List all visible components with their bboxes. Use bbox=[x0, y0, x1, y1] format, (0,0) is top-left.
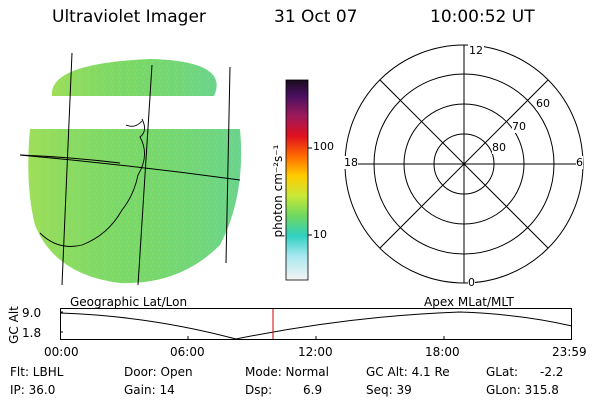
status-glon: GLon: 315.8 bbox=[486, 383, 559, 397]
alt-xtick-2: 12:00 bbox=[298, 345, 333, 359]
status-seq: Seq: 39 bbox=[366, 383, 412, 397]
alt-xtick-3: 18:00 bbox=[425, 345, 460, 359]
mlt-label-18: 18 bbox=[344, 156, 358, 169]
alt-ytick-9: 9.0 bbox=[22, 306, 42, 320]
polar-grid-panel bbox=[344, 44, 584, 284]
status-glat-value: -2.2 bbox=[540, 365, 564, 379]
alt-xtick-4: 23:59 bbox=[552, 345, 587, 359]
mlat-label-80: 80 bbox=[492, 141, 506, 154]
app-title: Ultraviolet Imager bbox=[52, 7, 206, 27]
status-mode: Mode: Normal bbox=[245, 365, 329, 379]
alt-y-label: GC Alt bbox=[7, 306, 21, 344]
apex-caption: Apex MLat/MLT bbox=[424, 295, 514, 309]
alt-xtick-1: 06:00 bbox=[170, 345, 205, 359]
mlt-label-12: 12 bbox=[468, 44, 484, 57]
altitude-curve bbox=[59, 311, 573, 340]
color-scale-bar bbox=[285, 79, 312, 281]
colorbar-unit-label: photon cm⁻²s⁻¹ bbox=[271, 144, 285, 238]
colorbar-tick-10: 10 bbox=[313, 228, 327, 241]
status-glat-label: GLat: bbox=[486, 365, 519, 379]
geo-caption: Geographic Lat/Lon bbox=[70, 295, 188, 309]
status-door: Door: Open bbox=[124, 365, 193, 379]
status-gain: Gain: 14 bbox=[124, 383, 175, 397]
status-gc-alt: GC Alt: 4.1 Re bbox=[366, 365, 450, 379]
altitude-plot bbox=[59, 308, 573, 340]
time-label: 10:00:52 UT bbox=[430, 7, 535, 27]
mlat-label-60: 60 bbox=[536, 97, 550, 110]
colorbar-tick-100: 100 bbox=[313, 140, 334, 153]
status-filter: Flt: LBHL bbox=[10, 365, 64, 379]
alt-ytick-1_8: 1.8 bbox=[22, 326, 42, 340]
status-ip: IP: 36.0 bbox=[10, 383, 56, 397]
status-dsp-value: 6.9 bbox=[303, 383, 323, 397]
date-label: 31 Oct 07 bbox=[274, 7, 358, 27]
uv-image-panel bbox=[19, 52, 242, 286]
alt-xtick-0: 00:00 bbox=[44, 345, 79, 359]
mlt-label-0: 0 bbox=[468, 276, 475, 289]
status-dsp-label: Dsp: bbox=[245, 383, 273, 397]
mlt-label-6: 6 bbox=[576, 156, 583, 169]
mlat-label-70: 70 bbox=[512, 120, 526, 133]
coastline bbox=[39, 118, 145, 247]
